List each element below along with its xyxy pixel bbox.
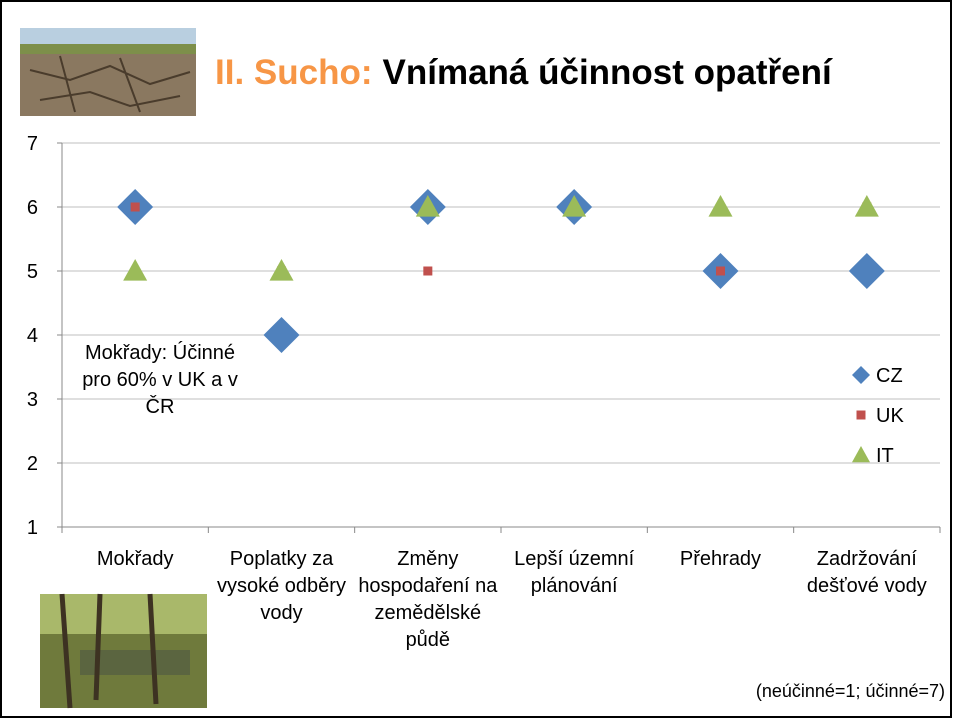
marker-diamond xyxy=(264,317,300,353)
photo-drought xyxy=(20,28,196,116)
y-tick-label: 5 xyxy=(27,261,38,283)
marker-square xyxy=(131,203,140,212)
y-tick-label: 2 xyxy=(27,453,38,475)
legend-label: UK xyxy=(876,405,904,427)
legend-label: CZ xyxy=(876,365,903,387)
title: II. Sucho: Vnímaná účinnost opatření xyxy=(215,53,833,92)
legend-label: IT xyxy=(876,445,894,467)
x-tick-label: Zadržování dešťové vody xyxy=(790,546,944,600)
marker-diamond xyxy=(849,253,885,289)
marker-diamond xyxy=(852,366,870,384)
annotation: Mokřady: Účinné pro 60% v UK a v ČR xyxy=(76,340,244,421)
marker-square xyxy=(423,267,432,276)
photo-wetland xyxy=(40,594,207,708)
y-tick-label: 7 xyxy=(27,133,38,155)
y-tick-label: 3 xyxy=(27,389,38,411)
x-tick-label: Lepší územní plánování xyxy=(497,546,651,600)
title-main: Vnímaná účinnost opatření xyxy=(383,53,833,92)
y-tick-label: 4 xyxy=(27,325,38,347)
x-tick-label: Přehrady xyxy=(643,546,797,573)
title-prefix: II. Sucho: xyxy=(215,53,373,92)
marker-triangle xyxy=(709,195,733,217)
y-tick-label: 6 xyxy=(27,197,38,219)
x-tick-label: Změny hospodaření na zemědělské půdě xyxy=(351,546,505,654)
marker-triangle xyxy=(270,259,294,281)
marker-square xyxy=(857,411,866,420)
x-tick-label: Mokřady xyxy=(58,546,212,573)
y-tick-label: 1 xyxy=(27,517,38,539)
marker-triangle xyxy=(852,446,870,462)
slide: II. Sucho: Vnímaná účinnost opatření 1 2 3 4… xyxy=(0,0,954,720)
marker-square xyxy=(716,267,725,276)
footnote: (neúčinné=1; účinné=7) xyxy=(660,678,945,705)
marker-triangle xyxy=(123,259,147,281)
marker-triangle xyxy=(855,195,879,217)
x-tick-label: Poplatky za vysoké odběry vody xyxy=(204,546,358,627)
